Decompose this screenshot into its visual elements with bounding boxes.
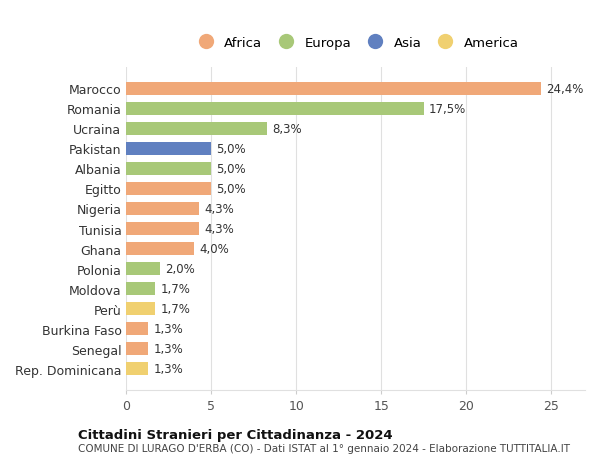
Bar	[127, 123, 268, 136]
Text: 4,3%: 4,3%	[205, 202, 234, 216]
Bar	[127, 342, 148, 355]
Text: 5,0%: 5,0%	[217, 143, 246, 156]
Bar	[127, 263, 160, 275]
Text: 4,3%: 4,3%	[205, 223, 234, 235]
Bar	[127, 143, 211, 156]
Text: 1,3%: 1,3%	[154, 342, 183, 355]
Bar	[127, 362, 148, 375]
Text: 24,4%: 24,4%	[546, 83, 583, 96]
Text: 17,5%: 17,5%	[429, 103, 466, 116]
Text: 4,0%: 4,0%	[199, 242, 229, 256]
Text: 5,0%: 5,0%	[217, 183, 246, 196]
Bar	[127, 242, 194, 256]
Bar	[127, 202, 199, 216]
Bar	[127, 282, 155, 296]
Bar	[127, 322, 148, 336]
Bar	[127, 183, 211, 196]
Text: 1,3%: 1,3%	[154, 362, 183, 375]
Bar	[127, 162, 211, 176]
Text: 1,7%: 1,7%	[160, 302, 190, 315]
Bar	[127, 83, 541, 96]
Text: 5,0%: 5,0%	[217, 162, 246, 176]
Text: 2,0%: 2,0%	[166, 263, 195, 275]
Text: 1,7%: 1,7%	[160, 282, 190, 296]
Bar	[127, 302, 155, 315]
Bar	[127, 223, 199, 235]
Text: 1,3%: 1,3%	[154, 322, 183, 336]
Legend: Africa, Europa, Asia, America: Africa, Europa, Asia, America	[188, 33, 523, 54]
Text: Cittadini Stranieri per Cittadinanza - 2024: Cittadini Stranieri per Cittadinanza - 2…	[78, 428, 392, 442]
Text: 8,3%: 8,3%	[272, 123, 302, 136]
Text: COMUNE DI LURAGO D'ERBA (CO) - Dati ISTAT al 1° gennaio 2024 - Elaborazione TUTT: COMUNE DI LURAGO D'ERBA (CO) - Dati ISTA…	[78, 443, 570, 453]
Bar	[127, 103, 424, 116]
